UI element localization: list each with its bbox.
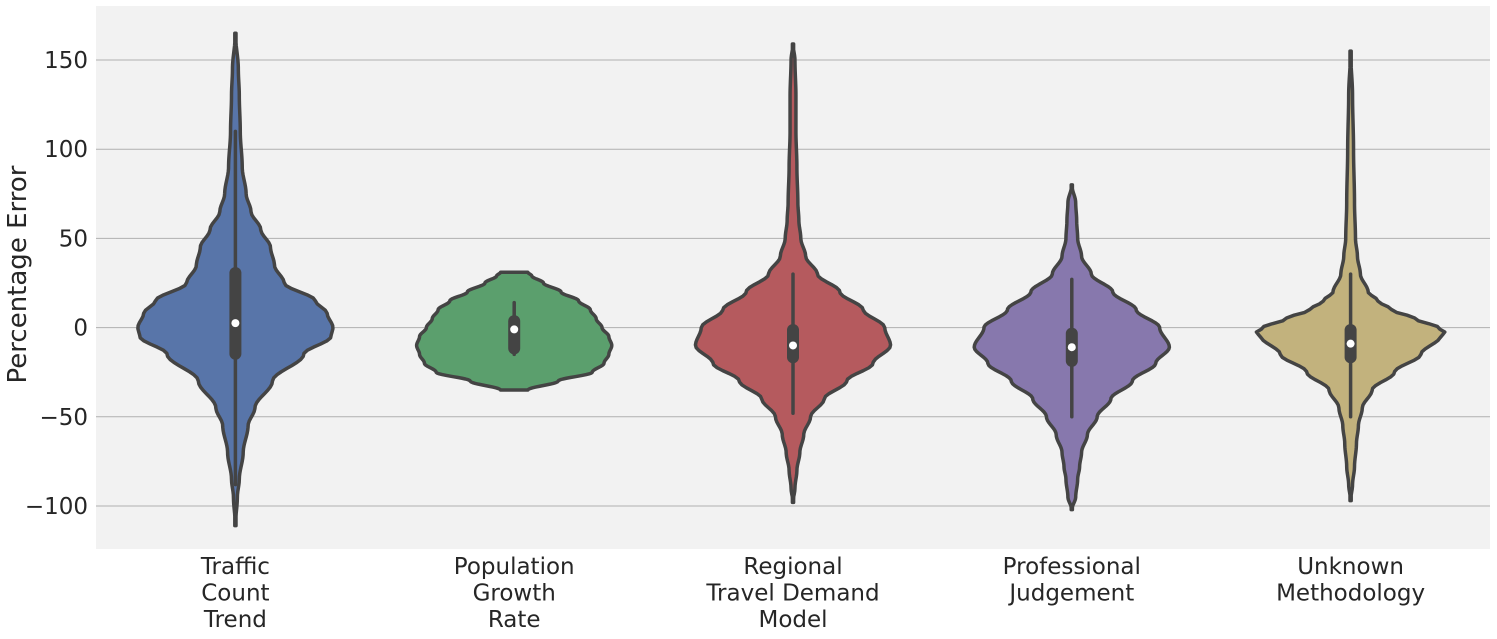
x-tick-label: Traffic Count Trend <box>200 554 270 633</box>
violins <box>136 31 1447 528</box>
y-tick-labels: 150 100 50 0 −50 −100 <box>25 48 88 520</box>
y-tick-label: −100 <box>25 494 88 520</box>
median-marker <box>1067 343 1076 352</box>
x-tick-label: Unknown Methodology <box>1276 554 1425 607</box>
x-tick-label: Professional Judgement <box>1003 554 1141 607</box>
iqr-box <box>508 315 521 355</box>
median-marker <box>510 325 519 334</box>
x-tick-label: Population Growth Rate <box>454 554 575 633</box>
violin <box>136 31 335 528</box>
y-axis-title: Percentage Error <box>3 165 33 383</box>
violin <box>414 270 614 392</box>
y-tick-label: 150 <box>44 48 88 74</box>
iqr-box <box>229 266 242 360</box>
x-tick-label: Regional Travel Demand Model <box>705 554 879 633</box>
violin <box>972 183 1172 512</box>
x-tick-labels: Traffic Count Trend Population Growth Rate Reg… <box>200 554 1425 633</box>
y-tick-label: 100 <box>44 137 88 163</box>
y-tick-label: 0 <box>73 316 88 342</box>
y-tick-label: 50 <box>59 226 88 252</box>
violin <box>693 42 893 505</box>
y-tick-label: −50 <box>39 405 88 431</box>
median-marker <box>1346 339 1355 348</box>
violin <box>1254 49 1447 503</box>
median-marker <box>789 341 797 350</box>
median-marker <box>231 319 240 328</box>
